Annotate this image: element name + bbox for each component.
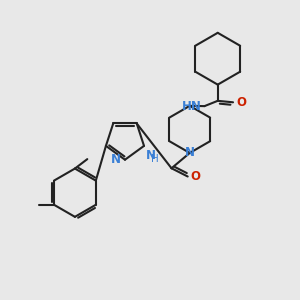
Text: H: H [152,154,159,164]
Text: HN: HN [182,100,202,112]
Text: N: N [111,153,121,166]
Text: N: N [146,149,155,162]
Text: N: N [185,146,195,159]
Text: O: O [190,170,201,183]
Text: O: O [237,96,247,109]
